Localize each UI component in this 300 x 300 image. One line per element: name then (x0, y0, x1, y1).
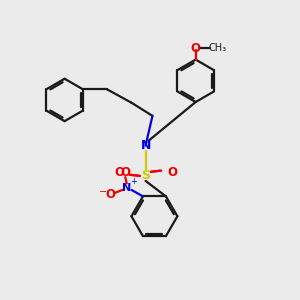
Text: O: O (114, 166, 124, 179)
Text: S: S (141, 169, 150, 182)
Text: −: − (99, 187, 107, 196)
Text: N: N (140, 139, 151, 152)
Text: +: + (130, 176, 137, 185)
Text: O: O (190, 42, 201, 55)
Text: O: O (106, 188, 116, 200)
Text: N: N (122, 182, 131, 193)
Text: O: O (167, 166, 177, 179)
Text: O: O (120, 166, 130, 179)
Text: CH₃: CH₃ (208, 44, 226, 53)
